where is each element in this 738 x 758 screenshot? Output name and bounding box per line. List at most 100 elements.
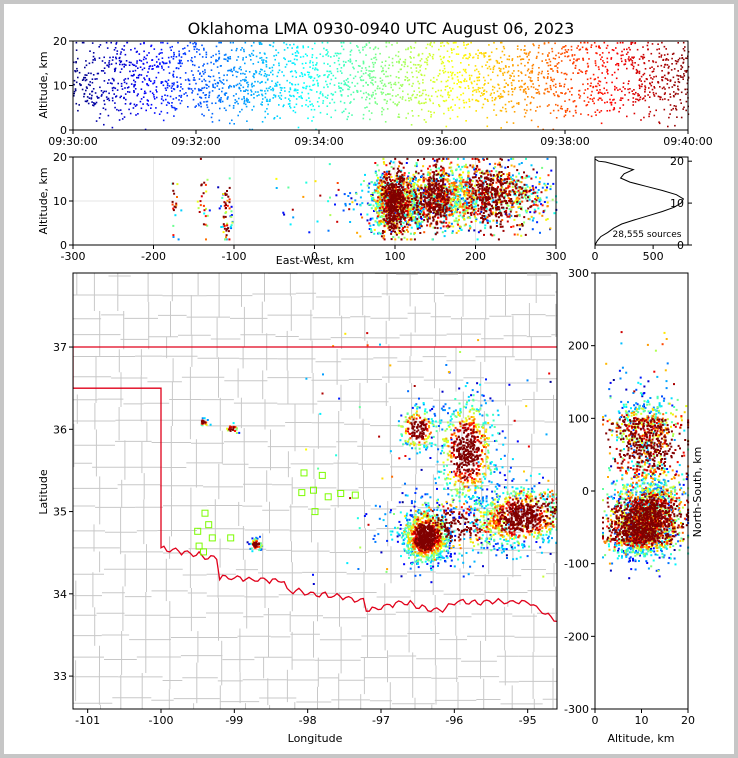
time-height-point bbox=[443, 67, 446, 70]
time-height-point bbox=[139, 100, 142, 103]
time-height-point bbox=[367, 93, 370, 95]
ew-height-point bbox=[371, 192, 374, 194]
time-height-point bbox=[523, 89, 526, 91]
time-height-point bbox=[673, 68, 676, 70]
ew-height-point bbox=[305, 181, 308, 184]
time-height-point bbox=[578, 97, 581, 99]
ew-height-point bbox=[378, 223, 381, 226]
time-height-point bbox=[343, 65, 345, 67]
time-height-point bbox=[145, 109, 147, 112]
time-height-point bbox=[138, 73, 141, 76]
ew-height-point bbox=[409, 183, 412, 186]
time-height-point bbox=[349, 58, 352, 61]
time-height-point bbox=[199, 96, 201, 98]
time-height-point bbox=[571, 54, 574, 56]
ew-height-point bbox=[376, 182, 379, 185]
ew-height-point bbox=[467, 175, 470, 178]
time-height-point bbox=[356, 45, 358, 47]
time-height-point bbox=[251, 82, 253, 85]
time-height-point bbox=[360, 70, 363, 72]
ew-height-point bbox=[471, 211, 474, 214]
time-height-point bbox=[297, 126, 300, 129]
time-height-point bbox=[463, 106, 465, 109]
time-height-point bbox=[555, 103, 557, 106]
time-height-point bbox=[510, 75, 512, 77]
ew-height-point bbox=[469, 194, 472, 197]
ew-height-point bbox=[230, 210, 233, 213]
ew-height-point bbox=[385, 164, 388, 167]
ew-height-point bbox=[463, 212, 466, 215]
ew-height-point bbox=[372, 204, 375, 207]
ew-height-point bbox=[371, 194, 374, 196]
ew-height-point bbox=[205, 238, 207, 241]
ew-height-point bbox=[455, 231, 458, 234]
ew-height-point bbox=[375, 200, 378, 203]
time-height-point bbox=[446, 85, 449, 87]
time-height-point bbox=[470, 74, 473, 77]
ew-height-point bbox=[535, 195, 537, 198]
ew-height-point bbox=[397, 229, 400, 232]
ew-height-point bbox=[454, 208, 457, 211]
time-height-point bbox=[447, 91, 450, 93]
ew-height-point bbox=[538, 200, 541, 203]
time-height-point bbox=[244, 73, 246, 75]
time-height-point bbox=[374, 97, 376, 100]
time-height-point bbox=[429, 99, 432, 102]
time-height-point bbox=[610, 101, 613, 104]
time-height-point bbox=[675, 62, 678, 65]
time-height-point bbox=[243, 97, 245, 100]
time-height-point bbox=[83, 95, 85, 98]
time-height-point bbox=[526, 104, 528, 106]
time-height-point bbox=[421, 92, 424, 95]
time-height-point bbox=[241, 108, 243, 111]
ew-height-point bbox=[220, 226, 223, 228]
time-height-point bbox=[204, 94, 206, 96]
time-height-point bbox=[195, 105, 197, 107]
time-height-point bbox=[382, 70, 385, 72]
time-height-point bbox=[117, 82, 119, 85]
time-height-point bbox=[252, 49, 255, 52]
ew-height-point bbox=[383, 224, 386, 227]
ew-height-point bbox=[405, 162, 408, 164]
time-height-point bbox=[649, 74, 651, 77]
time-height-point bbox=[299, 56, 302, 58]
time-height-point bbox=[538, 67, 540, 69]
time-height-point bbox=[149, 90, 152, 93]
time-height-point bbox=[581, 46, 584, 49]
ew-height-point bbox=[462, 157, 465, 160]
time-height-point bbox=[660, 96, 662, 99]
time-height-xtick-label: 09:32:00 bbox=[171, 135, 220, 148]
time-height-point bbox=[626, 67, 628, 70]
ew-height-point bbox=[368, 228, 371, 230]
ew-height-point bbox=[413, 189, 416, 192]
time-height-point bbox=[84, 66, 86, 69]
time-height-point bbox=[447, 79, 449, 82]
ew-height-point bbox=[534, 201, 537, 204]
time-height-point bbox=[261, 89, 263, 92]
time-height-point bbox=[279, 86, 282, 89]
ew-height-point bbox=[398, 232, 401, 235]
ew-height-point bbox=[378, 220, 381, 223]
time-height-point bbox=[307, 46, 310, 48]
time-height-point bbox=[561, 47, 563, 50]
time-height-point bbox=[577, 45, 579, 47]
time-height-point bbox=[206, 104, 208, 106]
time-height-point bbox=[156, 91, 158, 93]
time-height-point bbox=[242, 72, 244, 75]
time-height-point bbox=[136, 76, 138, 79]
ew-height-point bbox=[378, 221, 381, 224]
time-height-point bbox=[626, 115, 628, 118]
time-height-point bbox=[389, 93, 391, 95]
time-height-point bbox=[281, 71, 283, 73]
time-height-point bbox=[529, 72, 531, 74]
time-height-point bbox=[657, 95, 660, 98]
ew-height-point bbox=[480, 208, 483, 211]
ew-height-point bbox=[394, 211, 397, 214]
time-height-point bbox=[382, 85, 385, 87]
time-height-point bbox=[77, 76, 79, 79]
time-height-point bbox=[506, 121, 508, 124]
time-height-point bbox=[503, 91, 506, 93]
time-height-point bbox=[586, 78, 589, 81]
time-height-point bbox=[627, 51, 629, 54]
time-height-point bbox=[650, 77, 652, 79]
